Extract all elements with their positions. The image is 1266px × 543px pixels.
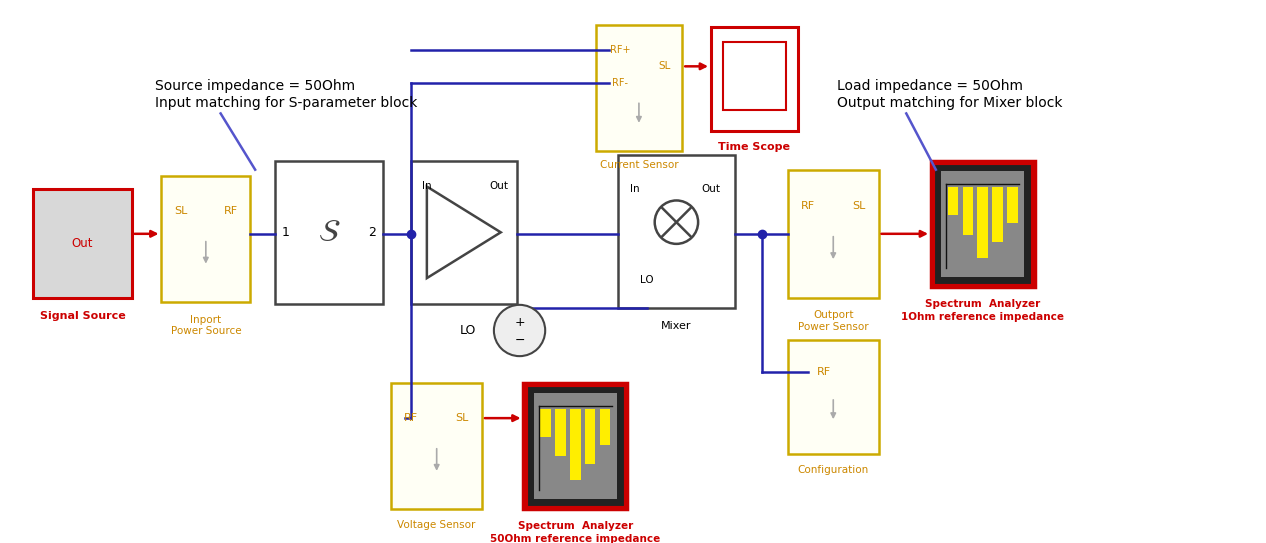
Text: −: − bbox=[514, 334, 525, 347]
Text: In: In bbox=[422, 181, 432, 191]
Text: Outport: Outport bbox=[813, 310, 853, 320]
Text: Configuration: Configuration bbox=[798, 465, 868, 475]
Text: Power Sensor: Power Sensor bbox=[798, 321, 868, 332]
Bar bbox=[931, 161, 1034, 287]
Bar bbox=[570, 409, 581, 480]
Bar bbox=[600, 409, 610, 445]
Bar bbox=[541, 409, 551, 437]
Bar bbox=[948, 187, 958, 214]
Text: 1Ohm reference impedance: 1Ohm reference impedance bbox=[901, 312, 1065, 321]
Text: LO: LO bbox=[641, 275, 655, 285]
Text: $\mathcal{S}$: $\mathcal{S}$ bbox=[318, 218, 341, 247]
Text: RF-: RF- bbox=[611, 78, 628, 88]
Text: Out: Out bbox=[72, 237, 94, 250]
Text: Input matching for S-parameter block: Input matching for S-parameter block bbox=[154, 96, 417, 110]
Text: SL: SL bbox=[456, 413, 468, 423]
Bar bbox=[524, 383, 627, 509]
Bar bbox=[529, 389, 620, 503]
Bar bbox=[942, 171, 1024, 277]
Bar bbox=[275, 161, 384, 304]
Text: Spectrum  Analyzer: Spectrum Analyzer bbox=[925, 299, 1041, 309]
Text: Spectrum  Analyzer: Spectrum Analyzer bbox=[518, 521, 633, 531]
Bar bbox=[977, 187, 987, 258]
Bar bbox=[618, 155, 734, 308]
Bar bbox=[787, 169, 879, 298]
Bar bbox=[787, 340, 879, 454]
Text: Mixer: Mixer bbox=[661, 320, 691, 331]
Text: Inport: Inport bbox=[190, 314, 222, 325]
Text: SL: SL bbox=[852, 200, 866, 211]
Bar bbox=[711, 27, 798, 131]
Text: Out: Out bbox=[489, 181, 508, 191]
Text: 2: 2 bbox=[368, 226, 376, 239]
Text: Signal Source: Signal Source bbox=[39, 311, 125, 321]
Text: Load impedance = 50Ohm: Load impedance = 50Ohm bbox=[837, 79, 1023, 93]
Bar bbox=[585, 409, 595, 464]
Bar bbox=[962, 187, 974, 235]
Text: SL: SL bbox=[658, 61, 671, 71]
Bar bbox=[993, 187, 1003, 242]
Text: Current Sensor: Current Sensor bbox=[600, 160, 679, 170]
Bar bbox=[411, 161, 517, 304]
Text: RF: RF bbox=[817, 367, 832, 377]
Text: Voltage Sensor: Voltage Sensor bbox=[398, 520, 476, 530]
Text: 1: 1 bbox=[282, 226, 290, 239]
Text: RF: RF bbox=[224, 206, 238, 216]
Bar bbox=[595, 24, 682, 151]
Bar bbox=[33, 190, 132, 298]
Bar bbox=[162, 175, 251, 302]
Bar bbox=[723, 42, 786, 110]
Text: Source impedance = 50Ohm: Source impedance = 50Ohm bbox=[154, 79, 354, 93]
Bar bbox=[391, 383, 482, 509]
Text: Power Source: Power Source bbox=[171, 326, 241, 337]
Circle shape bbox=[494, 305, 546, 356]
Text: SL: SL bbox=[175, 206, 187, 216]
Text: Output matching for Mixer block: Output matching for Mixer block bbox=[837, 96, 1062, 110]
Text: Out: Out bbox=[701, 184, 720, 193]
Bar bbox=[937, 167, 1028, 281]
Bar bbox=[556, 409, 566, 457]
Text: In: In bbox=[630, 184, 639, 193]
Text: RF+: RF+ bbox=[609, 45, 630, 55]
Text: RF: RF bbox=[404, 413, 418, 423]
Bar bbox=[534, 393, 617, 498]
Text: +: + bbox=[514, 316, 525, 329]
Text: RF: RF bbox=[801, 200, 815, 211]
Bar bbox=[1006, 187, 1018, 223]
Text: LO: LO bbox=[460, 324, 476, 337]
Text: 50Ohm reference impedance: 50Ohm reference impedance bbox=[490, 534, 661, 543]
Text: Time Scope: Time Scope bbox=[718, 142, 790, 152]
